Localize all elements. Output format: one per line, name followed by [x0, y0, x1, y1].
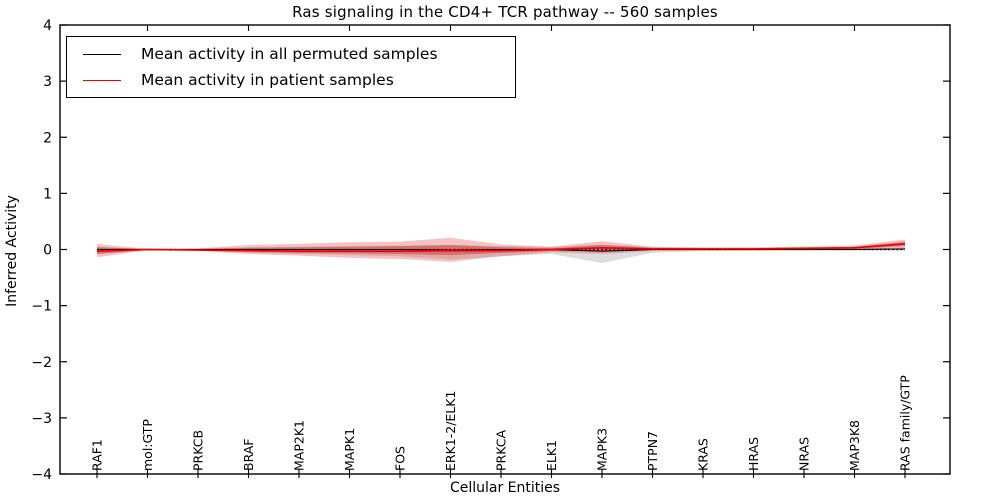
- x-tick-label: MAP2K1: [292, 420, 307, 471]
- figure: 4 3 2 1 0 −1 −2 −3 −4 RAF1 mol:GTP PRKCB BRAF MAP2K1 M…: [0, 0, 1000, 500]
- x-tick-label: ERK1-2/ELK1: [443, 391, 458, 471]
- patient-line-sample-icon: [83, 80, 121, 81]
- x-tick-label: ELK1: [544, 440, 559, 471]
- x-tick-label: RAS family/GTP: [898, 375, 913, 471]
- x-tick-label: KRAS: [696, 438, 711, 471]
- x-tick-label: MAP3K8: [847, 420, 862, 471]
- x-tick-label: HRAS: [746, 437, 761, 471]
- y-tick-label: 2: [43, 130, 52, 146]
- permuted-line-sample-icon: [83, 54, 121, 55]
- legend-label-permuted: Mean activity in all permuted samples: [141, 45, 438, 63]
- y-tick-label: 0: [43, 243, 52, 259]
- y-tick-label: −4: [31, 467, 52, 483]
- x-tick-label: PRKCB: [191, 430, 206, 471]
- y-tick-label: 4: [43, 18, 52, 34]
- legend-item-permuted: Mean activity in all permuted samples: [83, 45, 515, 63]
- legend-item-patient: Mean activity in patient samples: [83, 71, 515, 89]
- x-tick-label: mol:GTP: [140, 419, 155, 471]
- x-tick-label: MAPK3: [595, 428, 610, 471]
- y-tick-label: 1: [43, 186, 52, 202]
- y-tick-label: −1: [31, 299, 52, 315]
- x-axis-label: Cellular Entities: [60, 480, 950, 496]
- legend-label-patient: Mean activity in patient samples: [141, 71, 394, 89]
- y-tick-label: −2: [31, 355, 52, 371]
- x-tick-label: MAPK1: [342, 428, 357, 471]
- legend: Mean activity in all permuted samples Me…: [66, 36, 516, 98]
- x-tick-label: NRAS: [797, 437, 812, 471]
- y-tick-label: −3: [31, 411, 52, 427]
- x-tick-label: RAF1: [90, 439, 105, 471]
- x-tick-label: FOS: [393, 446, 408, 471]
- y-axis-label: Inferred Activity: [4, 185, 20, 317]
- x-tick-label: PRKCA: [494, 430, 509, 471]
- x-tick-label: BRAF: [241, 439, 256, 472]
- y-tick-label: 3: [43, 74, 52, 90]
- x-tick-label: PTPN7: [645, 431, 660, 471]
- chart-title: Ras signaling in the CD4+ TCR pathway --…: [60, 3, 950, 21]
